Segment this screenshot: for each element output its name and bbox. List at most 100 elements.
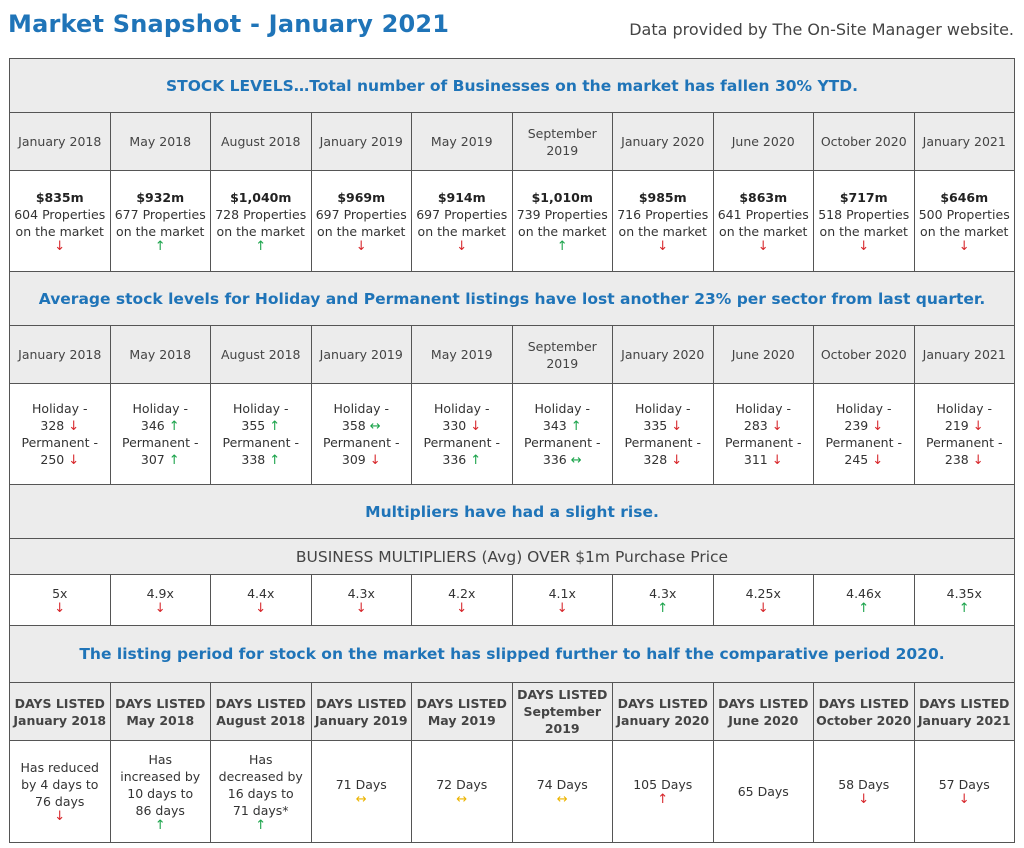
permanent-count-line: 338 ↑ <box>241 451 280 468</box>
days-listed-label: DAYS LISTED <box>718 695 809 711</box>
down-arrow-icon: ↓ <box>68 453 80 468</box>
market-note: on the market <box>618 223 707 239</box>
days-text: 10 days to <box>127 785 194 801</box>
holiday-count: 346 <box>140 418 165 433</box>
market-note: on the market <box>518 223 607 239</box>
multipliers-values-row: 5x ↓ 4.9x ↓ 4.4x ↓ 4.3x ↓ 4.2x ↓ 4.1x ↓ 4.3x ↑ 4.25x ↓ 4… <box>9 574 1015 625</box>
holiday-label: Holiday - <box>434 401 490 416</box>
property-count: 500 Properties <box>918 206 1010 222</box>
up-arrow-icon: ↑ <box>255 817 267 833</box>
period-header-cell: June 2020 <box>713 325 814 383</box>
days-text: 16 days to <box>227 785 294 801</box>
listings-banner: Average stock levels for Holiday and Per… <box>9 271 1015 325</box>
days-cell: Has reduced by 4 days to 76 days ↓ <box>10 740 111 842</box>
down-arrow-icon: ↓ <box>671 453 683 468</box>
market-note: on the market <box>116 223 205 239</box>
steady-arrow-icon: ↔ <box>456 792 468 807</box>
multiplier-value: 4.2x <box>448 585 476 601</box>
days-text: by 4 days to <box>21 777 99 792</box>
permanent-label: Permanent - <box>624 435 701 450</box>
holiday-count-line: 328 ↓ <box>40 417 79 434</box>
days-text: 65 Days <box>737 784 789 799</box>
multiplier-cell: 4.1x ↓ <box>512 574 613 625</box>
steady-arrow-icon: ↔ <box>570 453 582 468</box>
period-header-cell: May 2019 <box>412 112 513 170</box>
period-header-cell: January 2020 <box>613 112 714 170</box>
down-arrow-icon: ↓ <box>872 419 884 434</box>
stock-cell: $914m 697 Properties on the market ↓ <box>412 170 513 271</box>
holiday-label: Holiday - <box>735 401 791 416</box>
days-period-label: June 2020 <box>728 712 799 728</box>
market-note: on the market <box>417 223 506 239</box>
permanent-count-line: 245 ↓ <box>844 451 883 468</box>
down-arrow-icon: ↓ <box>872 453 884 468</box>
permanent-label: Permanent - <box>423 435 500 450</box>
holiday-count: 239 <box>844 418 869 433</box>
days-text: 72 Days <box>436 777 488 792</box>
holiday-label: Holiday - <box>233 401 289 416</box>
period-header-cell: January 2018 <box>10 325 111 383</box>
down-arrow-icon: ↓ <box>757 600 769 616</box>
days-values-row: Has reduced by 4 days to 76 days ↓ Has increa… <box>9 740 1015 843</box>
multiplier-value: 4.1x <box>548 585 576 601</box>
permanent-count-line: 309 ↓ <box>342 451 381 468</box>
multiplier-cell: 4.2x ↓ <box>412 574 513 625</box>
down-arrow-icon: ↓ <box>972 419 984 434</box>
days-cell: Has decreased by 16 days to 71 days* ↑ <box>211 740 312 842</box>
multiplier-cell: 5x ↓ <box>10 574 111 625</box>
days-listed-label: DAYS LISTED <box>316 695 407 711</box>
period-header-cell: August 2018 <box>211 325 312 383</box>
holiday-count: 219 <box>944 418 969 433</box>
listing-cell: Holiday -358 ↔ Permanent -309 ↓ <box>311 383 412 484</box>
property-count: 697 Properties <box>416 206 508 222</box>
multiplier-cell: 4.9x ↓ <box>110 574 211 625</box>
days-text: 58 Days <box>838 777 890 792</box>
permanent-count-line: 336 ↔ <box>543 451 582 468</box>
days-cell: 105 Days ↑ <box>613 740 714 842</box>
stock-value: $932m <box>136 189 185 205</box>
period-header-cell: January 2019 <box>311 325 412 383</box>
up-arrow-icon: ↑ <box>154 817 166 833</box>
permanent-label: Permanent - <box>926 435 1003 450</box>
days-cell: 72 Days ↔ <box>412 740 513 842</box>
market-note: on the market <box>15 223 104 239</box>
holiday-count-line: 358 ↔ <box>342 417 381 434</box>
multiplier-value: 5x <box>52 585 68 601</box>
market-note: on the market <box>719 223 808 239</box>
down-arrow-icon: ↓ <box>456 600 468 616</box>
stock-cell: $985m 716 Properties on the market ↓ <box>613 170 714 271</box>
holiday-label: Holiday - <box>32 401 88 416</box>
listing-cell: Holiday -330 ↓ Permanent -336 ↑ <box>412 383 513 484</box>
permanent-label: Permanent - <box>21 435 98 450</box>
days-cell: 65 Days <box>713 740 814 842</box>
multiplier-value: 4.9x <box>146 585 174 601</box>
property-count: 739 Properties <box>516 206 608 222</box>
listing-cell: Holiday -335 ↓ Permanent -328 ↓ <box>613 383 714 484</box>
days-period-label: January 2019 <box>314 712 408 728</box>
stock-value: $863m <box>739 189 788 205</box>
holiday-label: Holiday - <box>635 401 691 416</box>
days-text: decreased by <box>218 768 303 784</box>
stock-value: $717m <box>839 189 888 205</box>
multiplier-cell: 4.25x ↓ <box>713 574 814 625</box>
listing-cell: Holiday -328 ↓ Permanent -250 ↓ <box>10 383 111 484</box>
stock-banner: STOCK LEVELS…Total number of Businesses … <box>9 58 1015 112</box>
period-header-cell: January 2018 <box>10 112 111 170</box>
period-header-cell: January 2020 <box>613 325 714 383</box>
property-count: 518 Properties <box>818 206 910 222</box>
up-arrow-icon: ↑ <box>570 419 582 434</box>
down-arrow-icon: ↓ <box>757 238 769 254</box>
stock-value: $985m <box>638 189 687 205</box>
up-arrow-icon: ↑ <box>470 453 482 468</box>
holiday-count-line: 219 ↓ <box>945 417 984 434</box>
stock-cell: $1,040m 728 Properties on the market ↑ <box>211 170 312 271</box>
stock-cell: $863m 641 Properties on the market ↓ <box>713 170 814 271</box>
property-count: 697 Properties <box>315 206 407 222</box>
down-arrow-icon: ↓ <box>671 419 683 434</box>
days-cell: Has increased by 10 days to 86 days ↑ <box>110 740 211 842</box>
down-arrow-icon: ↓ <box>456 238 468 254</box>
market-note: on the market <box>216 223 305 239</box>
property-count: 641 Properties <box>717 206 809 222</box>
market-note: on the market <box>819 223 908 239</box>
stock-cell: $1,010m 739 Properties on the market ↑ <box>512 170 613 271</box>
